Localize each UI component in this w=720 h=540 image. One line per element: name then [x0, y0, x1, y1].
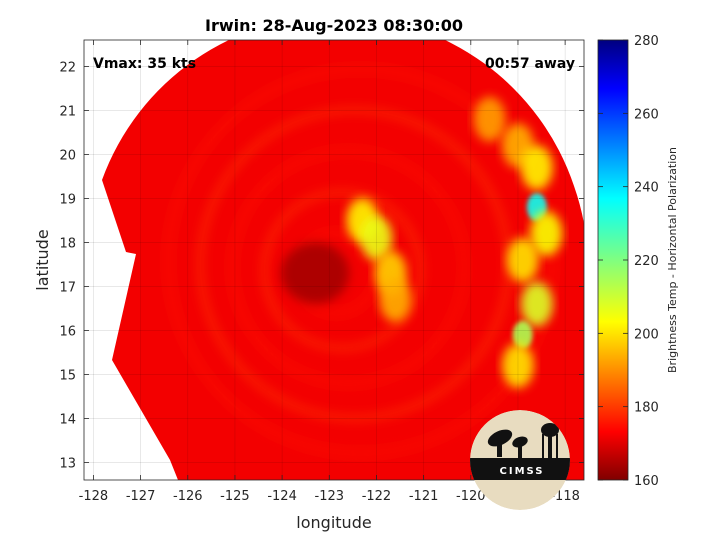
cimss-logo-text: CIMSS	[500, 466, 545, 477]
swath-band	[259, 187, 426, 354]
time-away-annotation: 00:57 away	[485, 56, 575, 72]
x-tick-label: -123	[315, 489, 345, 504]
swath-feature-east-convection-8	[501, 343, 534, 388]
swath-band	[163, 64, 558, 459]
swath-feature-east-convection-4	[530, 211, 563, 256]
swath-feature-eye-core	[281, 242, 350, 304]
colorbar-label: Brightness Temp - Horizontal Polarizatio…	[666, 147, 679, 373]
x-tick-label: -127	[126, 489, 156, 504]
vmax-annotation: Vmax: 35 kts	[93, 56, 196, 72]
colorbar-tick-label: 200	[634, 327, 659, 342]
x-tick-labels: -128-127-126-125-124-123-122-121-120-119…	[79, 489, 580, 504]
colorbar-tick-label: 220	[634, 254, 659, 269]
x-tick-label: -122	[362, 489, 392, 504]
colorbar: 160 180 200 220 240 260 280 Brightness Temp - …	[597, 34, 679, 489]
axes-box	[83, 39, 585, 481]
colorbar-tick-label: 240	[634, 181, 659, 196]
y-tick-label: 19	[59, 192, 76, 207]
x-tick-label: -126	[173, 489, 203, 504]
y-tick-label: 15	[59, 368, 76, 383]
y-tick-label: 16	[59, 324, 76, 339]
swath-feature-inner-band-2	[360, 215, 393, 261]
swath-feature-east-convection-1	[473, 96, 506, 142]
chart-title: Irwin: 28-Aug-2023 08:30:00	[205, 16, 463, 35]
swath-band	[227, 146, 470, 389]
y-tick-label: 18	[59, 236, 76, 251]
y-tick-label: 20	[59, 148, 76, 163]
y-tick-label: 13	[59, 456, 76, 471]
swath-feature-east-convection-7	[512, 320, 533, 349]
x-tick-label: -124	[267, 489, 297, 504]
colorbar-tick-label: 280	[634, 34, 659, 49]
colorbar-ticks: 160 180 200 220 240 260 280	[598, 34, 659, 489]
y-tick-label: 21	[59, 104, 76, 119]
y-tick-label: 17	[59, 280, 76, 295]
x-tick-label: -120	[456, 489, 486, 504]
colorbar-tick-label: 160	[634, 474, 659, 489]
swath-image	[102, 40, 584, 480]
colorbar-tick-label: 180	[634, 401, 659, 416]
swath-feature-east-convection-6	[520, 281, 553, 327]
x-tick-label: -121	[409, 489, 439, 504]
swath-feature-east-convection-5	[506, 237, 539, 283]
y-axis-label: latitude	[33, 229, 52, 290]
swath-feature-east-convection-3	[520, 145, 553, 191]
y-tick-label: 22	[59, 60, 76, 75]
colorbar-tick-label: 260	[634, 107, 659, 122]
x-tick-label: -128	[79, 489, 109, 504]
y-tick-labels: 13 14 15 16 17 18 19 20 21 22	[59, 60, 76, 471]
cimss-logo: CIMSS	[470, 410, 570, 510]
y-tick-label: 14	[59, 412, 76, 427]
swath-feature-inner-band-4	[379, 277, 412, 322]
x-tick-label: -125	[220, 489, 250, 504]
x-axis-label: longitude	[296, 513, 371, 532]
grid	[84, 40, 584, 480]
